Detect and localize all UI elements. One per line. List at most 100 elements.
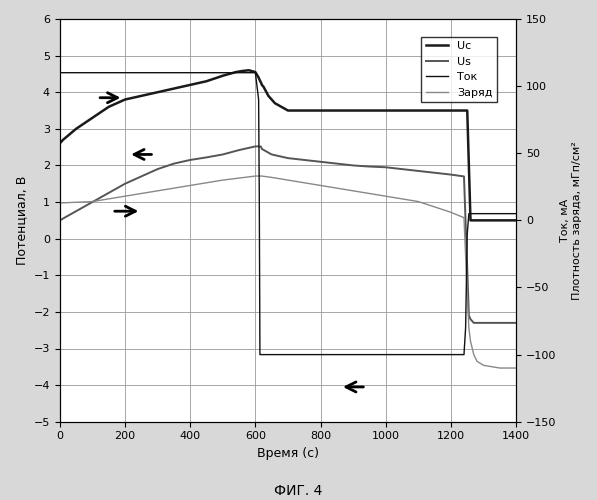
- Us: [415, 168, 422, 174]
- Us: [235, 147, 242, 153]
- Заряд: [513, 365, 520, 371]
- Us: [257, 144, 264, 150]
- Us: [333, 160, 340, 166]
- Legend: Uc, Us, Ток, Заряд: Uc, Us, Ток, Заряд: [421, 36, 497, 102]
- Ток: [496, 210, 503, 216]
- Ток: [415, 352, 422, 358]
- Ток: [56, 70, 63, 75]
- Uc: [271, 100, 278, 106]
- Us: [284, 155, 291, 161]
- Заряд: [154, 188, 161, 194]
- Us: [382, 164, 389, 170]
- Line: Uc: Uc: [60, 70, 516, 221]
- Uc: [170, 86, 177, 91]
- Заряд: [465, 325, 472, 331]
- Ток: [258, 352, 265, 358]
- Ток: [470, 210, 478, 216]
- Uc: [257, 78, 264, 84]
- Заряд: [89, 198, 96, 204]
- Uc: [431, 108, 438, 114]
- X-axis label: Время (с): Время (с): [257, 447, 319, 460]
- Us: [154, 166, 161, 172]
- Us: [58, 216, 65, 222]
- Us: [259, 146, 266, 152]
- Ток: [257, 352, 264, 358]
- Uc: [138, 93, 145, 99]
- Uc: [284, 108, 291, 114]
- Uc: [60, 137, 67, 143]
- Uc: [252, 69, 259, 75]
- Us: [431, 170, 438, 176]
- Text: ФИГ. 4: ФИГ. 4: [274, 484, 323, 498]
- Ток: [333, 352, 340, 358]
- Ток: [187, 70, 194, 75]
- Ток: [366, 352, 373, 358]
- Us: [366, 164, 373, 170]
- Ток: [89, 70, 96, 75]
- Us: [72, 208, 79, 214]
- Uc: [66, 132, 73, 138]
- Заряд: [469, 345, 476, 351]
- Us: [89, 199, 96, 205]
- Ток: [256, 190, 263, 196]
- Uc: [260, 84, 267, 89]
- Uc: [245, 68, 253, 73]
- Uc: [301, 108, 308, 114]
- Uc: [464, 108, 471, 114]
- Uc: [187, 82, 194, 88]
- Ток: [465, 210, 472, 216]
- Uc: [467, 218, 474, 224]
- Заряд: [460, 214, 467, 220]
- Us: [56, 218, 63, 224]
- Us: [496, 320, 503, 326]
- Ток: [252, 70, 259, 75]
- Ток: [219, 70, 226, 75]
- Заряд: [333, 185, 340, 191]
- Uc: [258, 80, 265, 86]
- Us: [268, 152, 275, 158]
- Uc: [239, 68, 246, 74]
- Us: [470, 320, 478, 326]
- Ток: [58, 70, 65, 75]
- Uc: [513, 218, 520, 224]
- Uc: [89, 115, 96, 121]
- Uc: [333, 108, 340, 114]
- Заряд: [187, 182, 194, 188]
- Заряд: [467, 338, 474, 344]
- Uc: [460, 108, 467, 114]
- Заряд: [219, 177, 226, 183]
- Заряд: [447, 210, 454, 216]
- Заряд: [480, 362, 487, 368]
- Заряд: [259, 173, 266, 179]
- Y-axis label: Потенциал, В: Потенциал, В: [15, 176, 28, 265]
- Ток: [317, 352, 324, 358]
- Заряд: [464, 291, 471, 297]
- Uc: [56, 140, 63, 146]
- Ток: [513, 210, 520, 216]
- Uc: [317, 108, 324, 114]
- Us: [460, 174, 467, 180]
- Uc: [265, 93, 272, 99]
- Ток: [382, 352, 389, 358]
- Ток: [447, 352, 454, 358]
- Ток: [431, 352, 438, 358]
- Us: [187, 157, 194, 163]
- Заряд: [268, 174, 275, 180]
- Ток: [467, 210, 474, 216]
- Uc: [121, 96, 128, 102]
- Uc: [480, 218, 487, 224]
- Заряд: [252, 173, 259, 179]
- Line: Ток: Ток: [60, 72, 516, 354]
- Us: [170, 160, 177, 166]
- Uc: [447, 108, 454, 114]
- Ток: [154, 70, 161, 75]
- Uc: [415, 108, 422, 114]
- Us: [465, 312, 472, 318]
- Ток: [480, 210, 487, 216]
- Uc: [350, 108, 357, 114]
- Ток: [256, 352, 263, 358]
- Us: [252, 144, 259, 150]
- Заряд: [121, 193, 128, 199]
- Заряд: [496, 365, 503, 371]
- Us: [219, 152, 226, 158]
